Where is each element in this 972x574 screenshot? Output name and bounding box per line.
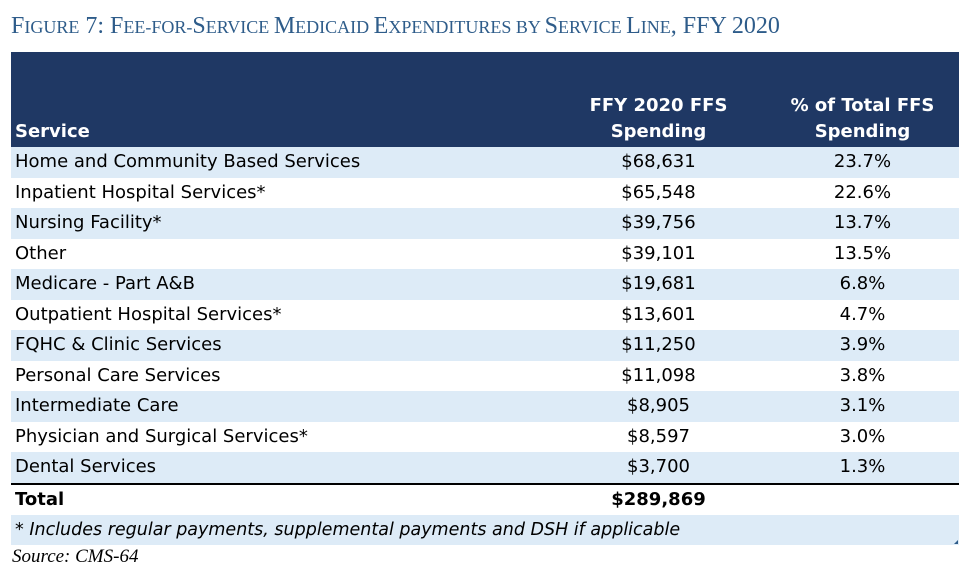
header-spending-line2: Spending	[610, 121, 707, 142]
table-row: Other $39,101 13.5%	[11, 238, 959, 269]
figure-title-part: xpenditures by	[388, 17, 545, 37]
cell-spending: $8,905	[551, 391, 766, 422]
cell-spending: $65,548	[551, 177, 766, 208]
expenditures-table-container: Service FFY 2020 FFS Spending % of Total…	[11, 52, 959, 545]
cell-spending: $3,700	[551, 452, 766, 484]
figure-title-part: ine	[640, 17, 671, 37]
cell-spending: $39,756	[551, 208, 766, 239]
footnote-cell: * Includes regular payments, supplementa…	[11, 514, 959, 545]
cell-service: Medicare - Part A&B	[11, 269, 551, 300]
cell-service: Other	[11, 238, 551, 269]
figure-title-part: ee-for-	[123, 17, 193, 37]
footnote-text: * Includes regular payments, supplementa…	[15, 519, 681, 540]
cell-service: Inpatient Hospital Services*	[11, 177, 551, 208]
cell-percent: 3.0%	[766, 421, 959, 452]
cell-spending: $19,681	[551, 269, 766, 300]
source-note: Source: CMS-64	[12, 546, 139, 567]
cell-percent: 3.9%	[766, 330, 959, 361]
table-row: Inpatient Hospital Services* $65,548 22.…	[11, 177, 959, 208]
header-spending-line1: FFY 2020 FFS	[589, 95, 728, 116]
cell-percent: 13.7%	[766, 208, 959, 239]
figure-title-part: , FFY 2020	[670, 13, 780, 39]
figure-title-part: 7:	[79, 13, 111, 39]
cell-service: Home and Community Based Services	[11, 147, 551, 178]
footnote-row: * Includes regular payments, supplementa…	[11, 514, 959, 545]
cell-percent: 6.8%	[766, 269, 959, 300]
total-label: Total	[11, 482, 551, 515]
cell-percent: 4.7%	[766, 299, 959, 330]
cell-percent: 13.5%	[766, 238, 959, 269]
table-row: Dental Services $3,700 1.3%	[11, 452, 959, 484]
total-spending: $289,869	[551, 482, 766, 515]
cell-service: Dental Services	[11, 452, 551, 484]
table-row: Intermediate Care $8,905 3.1%	[11, 391, 959, 422]
header-spending: FFY 2020 FFS Spending	[551, 52, 766, 147]
total-percent	[766, 482, 959, 515]
table-row: FQHC & Clinic Services $11,250 3.9%	[11, 330, 959, 361]
figure-title-part: E	[373, 13, 389, 39]
header-service-label: Service	[15, 121, 90, 142]
figure-title-part: igure	[24, 17, 80, 37]
cell-service: Nursing Facility*	[11, 208, 551, 239]
header-percent-line2: Spending	[814, 121, 911, 142]
table-row: Physician and Surgical Services* $8,597 …	[11, 421, 959, 452]
figure-title-part: S	[192, 13, 206, 39]
expenditures-table: Service FFY 2020 FFS Spending % of Total…	[11, 52, 959, 545]
figure-title: Figure 7: Fee-for-Service Medicaid Expen…	[11, 8, 961, 44]
figure-title-part: ervice	[205, 17, 274, 37]
table-row: Nursing Facility* $39,756 13.7%	[11, 208, 959, 239]
cell-spending: $68,631	[551, 147, 766, 178]
cell-percent: 3.1%	[766, 391, 959, 422]
cell-percent: 22.6%	[766, 177, 959, 208]
header-service: Service	[11, 52, 551, 147]
figure-title-part: ervice	[558, 17, 627, 37]
cell-service: FQHC & Clinic Services	[11, 330, 551, 361]
table-row: Home and Community Based Services $68,63…	[11, 147, 959, 178]
cell-spending: $11,250	[551, 330, 766, 361]
table-header-row: Service FFY 2020 FFS Spending % of Total…	[11, 52, 959, 147]
table-row: Outpatient Hospital Services* $13,601 4.…	[11, 299, 959, 330]
table-row: Medicare - Part A&B $19,681 6.8%	[11, 269, 959, 300]
cell-service: Intermediate Care	[11, 391, 551, 422]
header-percent-line1: % of Total FFS	[790, 95, 935, 116]
figure-title-part: S	[544, 13, 559, 39]
cell-spending: $13,601	[551, 299, 766, 330]
figure-title-part: F	[110, 13, 124, 39]
cell-percent: 1.3%	[766, 452, 959, 484]
total-row: Total $289,869	[11, 482, 959, 515]
cell-percent: 23.7%	[766, 147, 959, 178]
header-percent: % of Total FFS Spending	[766, 52, 959, 147]
resize-grip-icon[interactable]	[954, 539, 958, 544]
cell-service: Physician and Surgical Services*	[11, 421, 551, 452]
figure-title-part: L	[626, 13, 641, 39]
cell-percent: 3.8%	[766, 360, 959, 391]
cell-spending: $11,098	[551, 360, 766, 391]
figure-title-part: F	[11, 13, 25, 39]
table-row: Personal Care Services $11,098 3.8%	[11, 360, 959, 391]
cell-spending: $39,101	[551, 238, 766, 269]
cell-service: Personal Care Services	[11, 360, 551, 391]
figure-title-part: M	[273, 13, 296, 39]
cell-service: Outpatient Hospital Services*	[11, 299, 551, 330]
figure-title-part: edicaid	[295, 17, 374, 37]
cell-spending: $8,597	[551, 421, 766, 452]
